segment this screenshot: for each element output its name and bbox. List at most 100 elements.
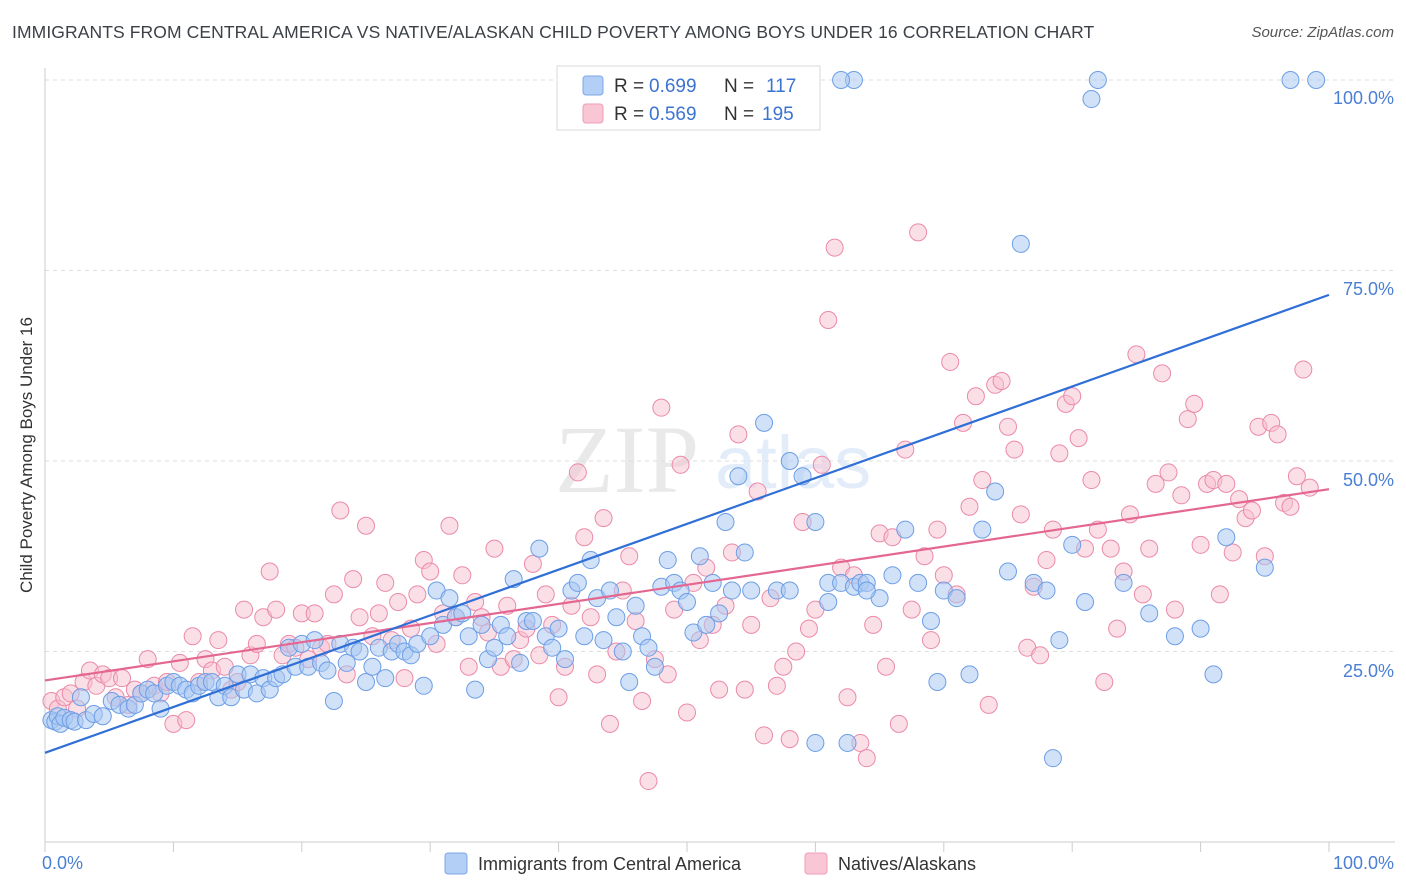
trend-line-natives-alaskans — [44, 488, 1330, 682]
point-immigrants-central-america — [857, 581, 876, 600]
point-natives-alaskans — [1050, 444, 1069, 463]
point-immigrants-central-america — [626, 596, 645, 615]
point-immigrants-central-america — [337, 653, 356, 672]
point-immigrants-central-america — [350, 642, 369, 661]
legend-n-label-2: N = — [724, 104, 754, 125]
point-immigrants-central-america — [928, 672, 947, 691]
point-immigrants-central-america — [613, 642, 632, 661]
point-natives-alaskans — [1287, 467, 1306, 486]
point-immigrants-central-america — [729, 467, 748, 486]
point-natives-alaskans — [1069, 429, 1088, 448]
point-immigrants-central-america — [472, 615, 491, 634]
point-immigrants-central-america — [620, 672, 639, 691]
point-natives-alaskans — [588, 665, 607, 684]
point-immigrants-central-america — [530, 539, 549, 558]
point-immigrants-central-america — [485, 638, 504, 657]
point-natives-alaskans — [170, 653, 189, 672]
point-natives-alaskans — [549, 688, 568, 707]
point-natives-alaskans — [485, 539, 504, 558]
point-natives-alaskans — [671, 455, 690, 474]
y-tick-100: 100.0% — [1333, 88, 1394, 108]
point-immigrants-central-america — [1191, 619, 1210, 638]
point-immigrants-central-america — [1088, 71, 1107, 89]
point-immigrants-central-america — [896, 520, 915, 539]
point-immigrants-central-america — [755, 413, 774, 432]
point-natives-alaskans — [1268, 425, 1287, 444]
point-immigrants-central-america — [678, 592, 696, 611]
point-natives-alaskans — [138, 650, 157, 669]
point-immigrants-central-america — [921, 612, 940, 631]
point-immigrants-central-america — [1063, 535, 1082, 554]
point-immigrants-central-america — [568, 573, 587, 592]
point-natives-alaskans — [889, 714, 908, 733]
point-natives-alaskans — [395, 669, 414, 688]
point-natives-alaskans — [941, 352, 960, 371]
point-immigrants-central-america — [806, 733, 825, 752]
point-natives-alaskans — [767, 676, 786, 695]
legend-n-value-1: 117 — [766, 76, 796, 97]
point-immigrants-central-america — [1076, 592, 1095, 611]
point-natives-alaskans — [1133, 585, 1152, 604]
point-natives-alaskans — [1095, 672, 1114, 691]
point-natives-alaskans — [581, 608, 600, 627]
point-natives-alaskans — [921, 631, 940, 650]
point-immigrants-central-america — [543, 638, 562, 657]
point-immigrants-central-america — [735, 543, 754, 562]
point-natives-alaskans — [748, 482, 767, 501]
point-immigrants-central-america — [716, 512, 735, 531]
point-natives-alaskans — [376, 573, 395, 592]
point-natives-alaskans — [453, 566, 472, 585]
point-natives-alaskans — [421, 562, 440, 581]
point-immigrants-central-america — [832, 71, 851, 89]
point-natives-alaskans — [825, 238, 844, 257]
point-natives-alaskans — [357, 516, 375, 535]
point-natives-alaskans — [350, 608, 369, 627]
legend-n-value-2: 195 — [762, 104, 794, 125]
point-natives-alaskans — [742, 615, 761, 634]
point-immigrants-central-america — [1307, 71, 1326, 89]
point-immigrants-central-america — [376, 669, 395, 688]
point-immigrants-central-america — [780, 581, 799, 600]
point-natives-alaskans — [562, 596, 581, 615]
point-natives-alaskans — [575, 528, 594, 547]
point-immigrants-central-america — [594, 631, 613, 650]
point-immigrants-central-america — [421, 627, 440, 646]
point-natives-alaskans — [812, 455, 831, 474]
point-natives-alaskans — [1140, 539, 1159, 558]
point-natives-alaskans — [1281, 497, 1300, 516]
point-natives-alaskans — [600, 714, 619, 733]
bottom-legend-swatch-pink — [804, 852, 828, 875]
point-natives-alaskans — [877, 657, 896, 676]
point-natives-alaskans — [177, 711, 196, 730]
point-immigrants-central-america — [363, 657, 382, 676]
point-immigrants-central-america — [722, 581, 741, 600]
point-natives-alaskans — [1294, 360, 1313, 379]
point-natives-alaskans — [1223, 543, 1242, 562]
point-immigrants-central-america — [742, 581, 761, 600]
point-natives-alaskans — [267, 600, 286, 619]
y-axis-label: Child Poverty Among Boys Under 16 — [17, 317, 36, 593]
point-natives-alaskans — [1178, 410, 1197, 429]
point-immigrants-central-america — [1050, 631, 1069, 650]
point-natives-alaskans — [857, 749, 876, 768]
series-immigrants-central-america — [42, 71, 1326, 768]
point-natives-alaskans — [331, 501, 350, 520]
point-immigrants-central-america — [1281, 71, 1300, 89]
point-natives-alaskans — [1217, 474, 1236, 493]
point-natives-alaskans — [1011, 505, 1030, 524]
point-immigrants-central-america — [549, 619, 568, 638]
point-natives-alaskans — [729, 425, 748, 444]
point-immigrants-central-america — [357, 672, 375, 691]
point-natives-alaskans — [1146, 474, 1165, 493]
point-immigrants-central-america — [93, 707, 112, 726]
point-immigrants-central-america — [324, 692, 343, 711]
point-immigrants-central-america — [1037, 581, 1056, 600]
point-immigrants-central-america — [819, 592, 838, 611]
point-natives-alaskans — [183, 627, 202, 646]
point-natives-alaskans — [774, 657, 793, 676]
point-natives-alaskans — [260, 562, 279, 581]
legend-r-value-1: 0.699 — [649, 76, 697, 97]
legend-r-label-1: R = — [614, 76, 644, 97]
point-natives-alaskans — [209, 631, 228, 650]
